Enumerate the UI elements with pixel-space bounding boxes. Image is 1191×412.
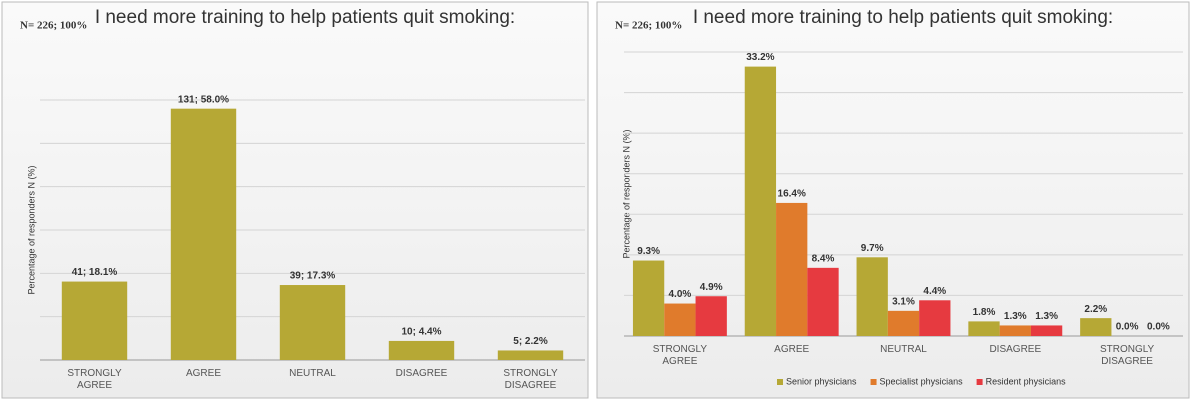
bar	[664, 303, 696, 336]
x-tick-label: STRONGLY AGREE	[652, 344, 708, 367]
panel	[596, 1, 1190, 399]
legend-label: Resident physicians	[986, 376, 1067, 386]
bar	[807, 267, 839, 336]
data-label: 4.9%	[700, 282, 723, 293]
x-tick-label: STRONGLY AGREE	[652, 344, 708, 367]
x-tick-label: DISAGREE	[395, 368, 448, 379]
x-tick-label: AGREE	[185, 368, 221, 379]
bar	[968, 321, 1000, 336]
x-tick-label: AGREE	[774, 344, 810, 355]
x-tick-label: STRONGLY DISAGREE	[503, 368, 558, 391]
chart-title: I need more training to help patients qu…	[693, 7, 1113, 28]
data-label: 4.0%	[669, 289, 692, 300]
data-label: 33.2%	[746, 52, 774, 63]
y-axis-label: Percentage of responders N (%)	[26, 165, 36, 294]
bar	[1080, 318, 1112, 336]
data-label: 4.4%	[923, 286, 946, 297]
subtitle: N= 226; 100%	[615, 20, 682, 32]
legend-swatch	[976, 379, 983, 385]
data-label: 1.8%	[973, 307, 996, 318]
data-label: 131; 58.0%	[178, 94, 229, 105]
data-label: 16.4%	[778, 189, 806, 200]
x-tick-label: NEUTRAL	[880, 344, 927, 355]
x-tick-label: NEUTRAL	[289, 368, 336, 379]
x-tick-label: AGREE	[185, 368, 221, 379]
data-label: 8.4%	[812, 253, 835, 264]
x-tick-label: AGREE	[774, 344, 810, 355]
subtitle: N= 226; 100%	[20, 20, 87, 32]
data-label: 41; 18.1%	[72, 267, 118, 278]
bar	[856, 257, 888, 336]
bar	[632, 260, 665, 336]
bar	[61, 281, 128, 360]
x-tick-label: STRONGLY DISAGREE	[1099, 344, 1155, 367]
bar	[776, 202, 808, 336]
legend-swatch	[777, 379, 783, 385]
data-label: 5; 2.2%	[513, 336, 548, 347]
x-tick-label: STRONGLY DISAGREE	[1099, 344, 1155, 367]
data-label: 9.3%	[637, 246, 660, 257]
x-tick-label: STRONGLY DISAGREE	[503, 368, 558, 391]
data-label: 0.0%	[1147, 322, 1170, 333]
bar	[1030, 325, 1063, 336]
x-tick-label: NEUTRAL	[289, 368, 336, 379]
legend-swatch	[870, 379, 877, 385]
bar	[497, 350, 564, 360]
data-label: 1.3%	[1035, 311, 1058, 322]
data-label: 0.0%	[1116, 322, 1139, 333]
data-label: 1.3%	[1004, 311, 1027, 322]
chart-title: I need more training to help patients qu…	[95, 7, 515, 28]
x-tick-label: STRONGLY AGREE	[67, 368, 122, 391]
bar	[887, 310, 920, 336]
legend-label: Specialist physicians	[880, 376, 964, 386]
bar	[999, 325, 1031, 336]
bar	[744, 66, 777, 336]
bar	[919, 300, 951, 336]
data-label: 3.1%	[892, 296, 915, 307]
x-tick-label: DISAGREE	[395, 368, 448, 379]
bar	[695, 296, 727, 336]
x-tick-label: NEUTRAL	[880, 344, 927, 355]
data-label: 9.7%	[861, 243, 884, 254]
x-tick-label: DISAGREE	[989, 344, 1042, 355]
bar	[279, 285, 346, 360]
x-tick-label: STRONGLY AGREE	[67, 368, 122, 391]
data-label: 39; 17.3%	[290, 271, 336, 282]
data-label: 10; 4.4%	[401, 327, 441, 338]
y-axis-label: Percentage of responders N (%)	[621, 129, 631, 258]
bar	[388, 340, 455, 360]
x-tick-label: DISAGREE	[989, 344, 1042, 355]
legend-label: Senior physicians	[786, 376, 857, 386]
bar	[170, 108, 237, 361]
data-label: 2.2%	[1084, 304, 1107, 315]
